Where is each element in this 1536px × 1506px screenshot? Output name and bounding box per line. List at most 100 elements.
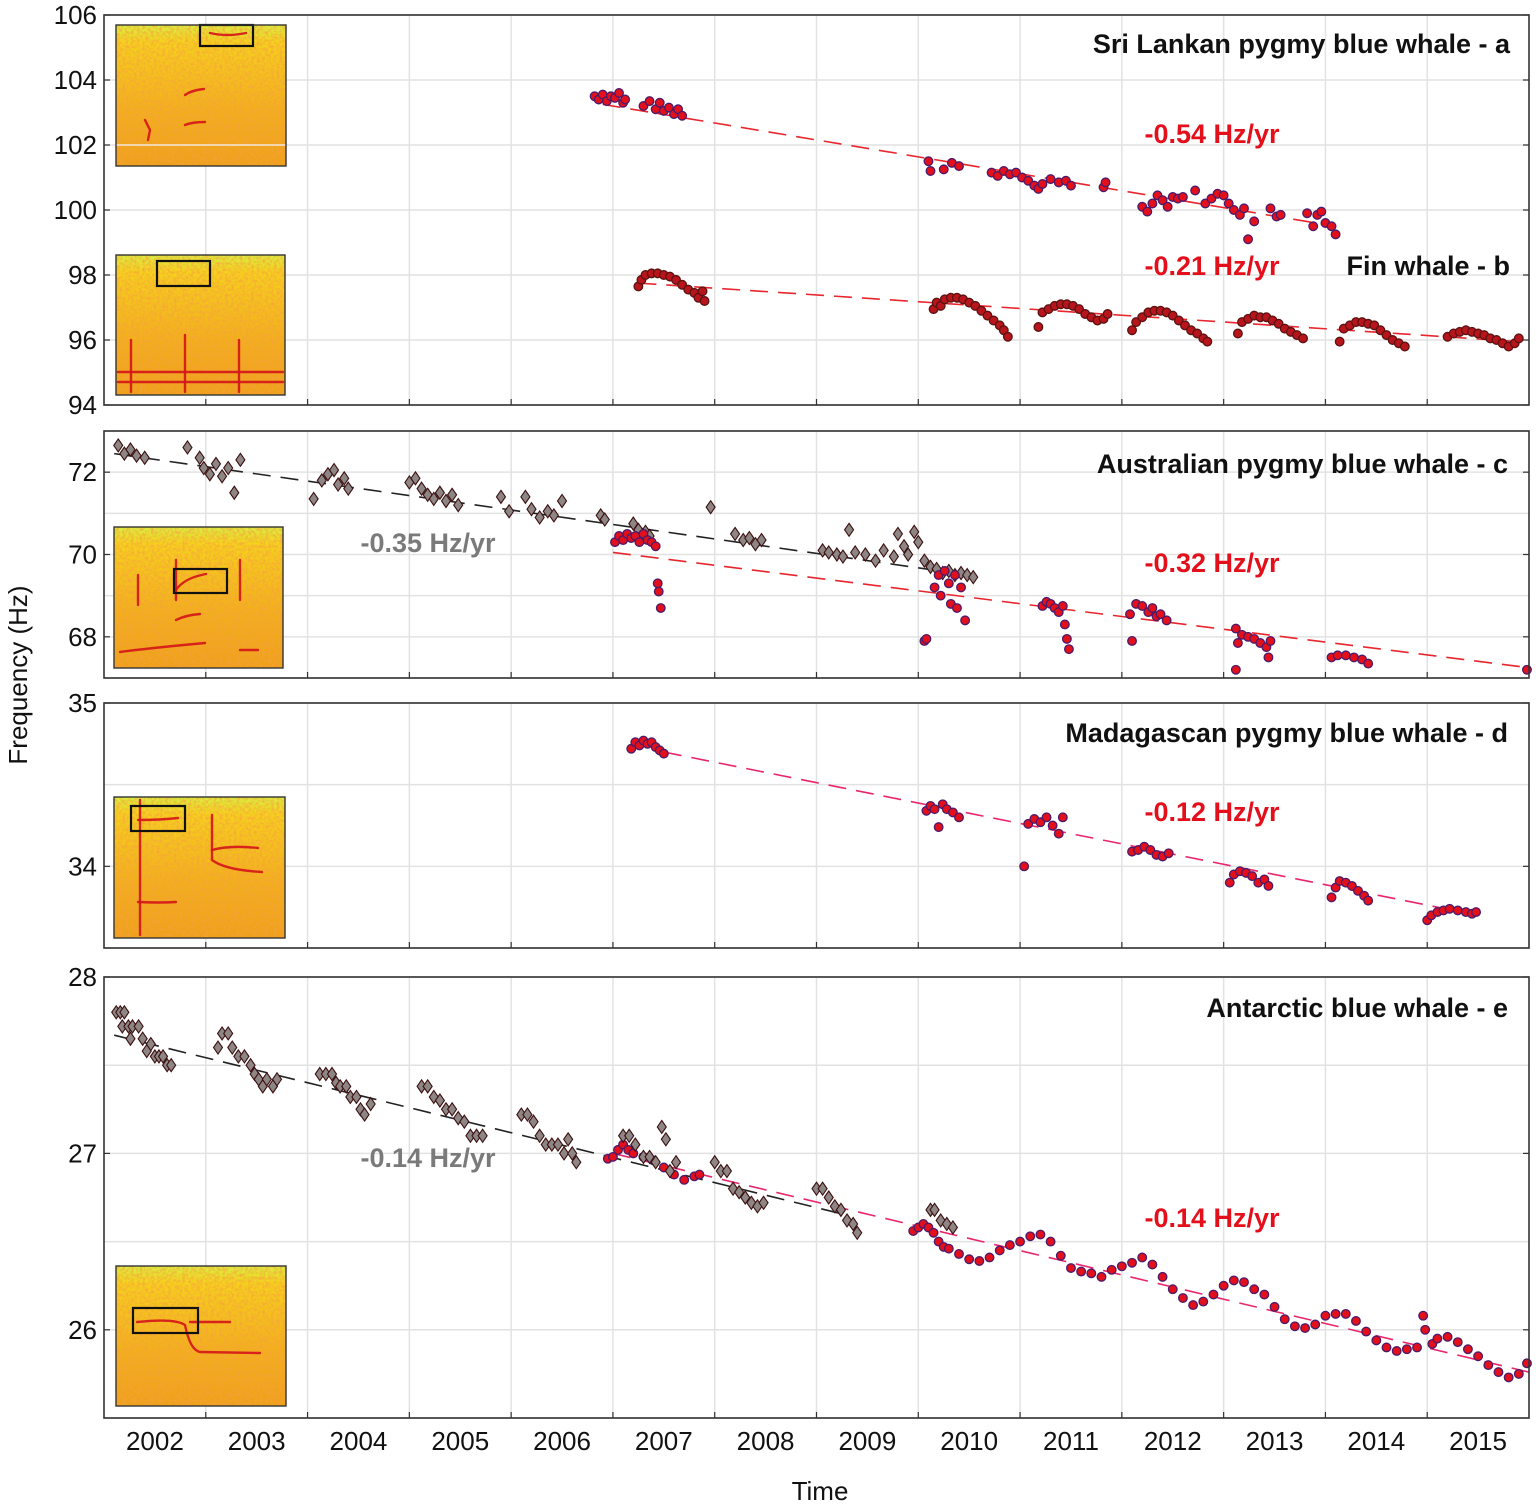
data-point-diamond <box>837 549 849 565</box>
series-3-1 <box>111 1004 959 1241</box>
data-point-circle <box>697 286 708 297</box>
data-point-circle <box>984 1252 995 1263</box>
x-tick-label: 2011 <box>1043 1426 1099 1456</box>
data-point-circle <box>1127 325 1137 336</box>
data-point-circle <box>1190 185 1201 196</box>
data-point-diamond <box>878 542 889 558</box>
y-axis-label: Frequency (Hz) <box>3 585 33 764</box>
data-point-circle <box>1316 206 1327 217</box>
data-point-diamond <box>534 509 545 525</box>
data-point-circle <box>1057 601 1068 611</box>
data-point-circle <box>1053 828 1064 839</box>
data-point-circle <box>1442 1331 1453 1342</box>
data-point-diamond <box>365 1096 376 1112</box>
data-point-circle <box>1522 664 1532 675</box>
data-point-circle <box>1137 601 1148 611</box>
inset-frame <box>115 24 287 167</box>
panel-label: Fin whale - b <box>1346 251 1510 281</box>
spectrogram-inset-madagascan <box>113 796 286 939</box>
data-point-circle <box>1142 206 1153 217</box>
data-point-diamond <box>571 1154 582 1170</box>
y-tick-label: 26 <box>68 1315 97 1345</box>
data-point-circle <box>1155 609 1166 620</box>
data-point-circle <box>654 97 665 108</box>
data-point-circle <box>1381 1342 1392 1353</box>
data-point-diamond <box>528 1114 539 1130</box>
data-point-circle <box>1247 871 1258 882</box>
data-point-diamond <box>440 493 452 509</box>
spectrogram-noise <box>116 1266 286 1406</box>
data-point-circle <box>1332 650 1343 661</box>
data-point-circle <box>1340 1308 1351 1319</box>
inset-frame <box>115 1265 287 1407</box>
data-point-circle <box>1239 203 1249 214</box>
data-point-circle <box>634 537 645 548</box>
data-point-circle <box>1265 203 1276 214</box>
spectrogram-inset-sri-lankan <box>115 23 287 167</box>
trend-line <box>602 103 1336 228</box>
data-point-circle <box>1326 221 1337 232</box>
panel-frame <box>103 702 1530 949</box>
data-point-diamond <box>823 544 834 560</box>
highlight-box <box>155 259 212 288</box>
highlight-box <box>131 1306 200 1335</box>
data-point-diamond <box>212 1040 224 1056</box>
data-point-diamond <box>145 1036 156 1052</box>
data-point-diamond <box>740 1190 751 1205</box>
y-tick-label: 98 <box>68 260 97 290</box>
data-point-circle <box>699 296 710 306</box>
data-point-diamond <box>428 491 439 507</box>
data-point-diamond <box>223 460 234 476</box>
data-point-diamond <box>670 1154 682 1170</box>
data-point-circle <box>949 570 960 581</box>
data-point-circle <box>1041 812 1052 823</box>
data-point-circle <box>1275 209 1286 220</box>
data-point-circle <box>1127 636 1137 646</box>
data-point-circle <box>1106 1264 1117 1275</box>
data-point-circle <box>1330 229 1341 240</box>
data-point-circle <box>1116 1261 1127 1272</box>
data-point-diamond <box>888 549 900 565</box>
series-0-1 <box>633 268 1524 352</box>
data-point-circle <box>1334 336 1345 347</box>
data-point-circle <box>1471 907 1482 918</box>
data-point-circle <box>1137 1252 1148 1263</box>
data-point-diamond <box>852 1225 863 1241</box>
data-point-circle <box>1239 1277 1249 1288</box>
data-point-diamond <box>166 1057 177 1073</box>
data-point-circle <box>1279 1314 1290 1325</box>
data-point-circle <box>1230 664 1241 675</box>
data-point-circle <box>929 804 940 815</box>
x-tick-label: 2014 <box>1347 1426 1405 1456</box>
data-point-circle <box>925 166 936 176</box>
data-point-circle <box>1033 322 1044 332</box>
data-point-diamond <box>870 553 881 569</box>
data-point-diamond <box>210 456 222 472</box>
data-point-circle <box>1401 1344 1412 1355</box>
data-point-circle <box>1340 650 1351 661</box>
series-0-0 <box>589 88 1341 245</box>
data-point-diamond <box>332 477 344 492</box>
data-point-circle <box>1055 1250 1066 1261</box>
data-point-diamond <box>271 1071 283 1087</box>
data-point-diamond <box>495 489 507 505</box>
data-point-diamond <box>624 1128 635 1144</box>
data-point-circle <box>1157 1271 1168 1282</box>
data-point-diamond <box>823 1190 834 1205</box>
data-point-circle <box>935 590 946 601</box>
data-point-circle <box>928 1227 939 1238</box>
series-3-0 <box>602 1139 1532 1383</box>
y-tick-label: 96 <box>68 325 97 355</box>
data-point-circle <box>694 1169 705 1180</box>
data-point-diamond <box>898 538 910 554</box>
y-tick-label: 70 <box>68 540 97 570</box>
data-point-circle <box>679 1174 690 1185</box>
data-point-diamond <box>919 553 930 569</box>
rate-annotation: -0.54 Hz/yr <box>1144 119 1280 149</box>
data-point-diamond <box>157 1048 169 1064</box>
data-point-circle <box>1493 1367 1504 1378</box>
data-point-diamond <box>125 1031 136 1047</box>
rate-annotation: -0.14 Hz/yr <box>1144 1203 1280 1233</box>
data-point-circle <box>1223 198 1234 209</box>
x-tick-label: 2010 <box>940 1426 998 1456</box>
